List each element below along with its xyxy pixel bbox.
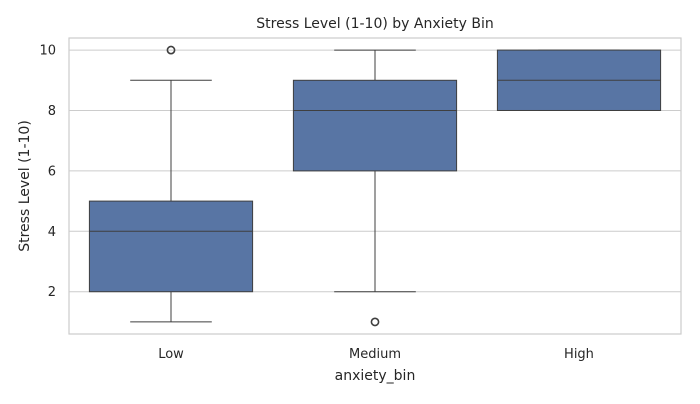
y-tick-label: 6 <box>48 164 56 179</box>
chart-title: Stress Level (1-10) by Anxiety Bin <box>256 16 493 32</box>
y-tick-label: 4 <box>48 225 56 240</box>
plot-frame <box>68 37 682 335</box>
y-tick-label: 8 <box>48 104 56 119</box>
y-tick-label: 2 <box>48 285 56 300</box>
x-tick-label: High <box>564 347 594 362</box>
x-tick-label: Low <box>158 347 184 362</box>
y-axis-label: Stress Level (1-10) <box>17 120 33 252</box>
box-group-high <box>496 49 662 111</box>
box-group-low <box>88 45 254 323</box>
outlier-point <box>166 45 176 55</box>
boxes-layer <box>88 45 662 327</box>
iqr-box <box>292 79 458 172</box>
iqr-box <box>88 200 254 293</box>
outlier-point <box>370 317 380 327</box>
ticks-layer: 2 4 6 8 10 Low Medium High <box>39 44 593 362</box>
x-tick-label: Medium <box>349 347 401 362</box>
y-tick-label: 10 <box>39 44 56 59</box>
x-axis-label: anxiety_bin <box>335 368 416 384</box>
box-group-medium <box>292 49 458 327</box>
